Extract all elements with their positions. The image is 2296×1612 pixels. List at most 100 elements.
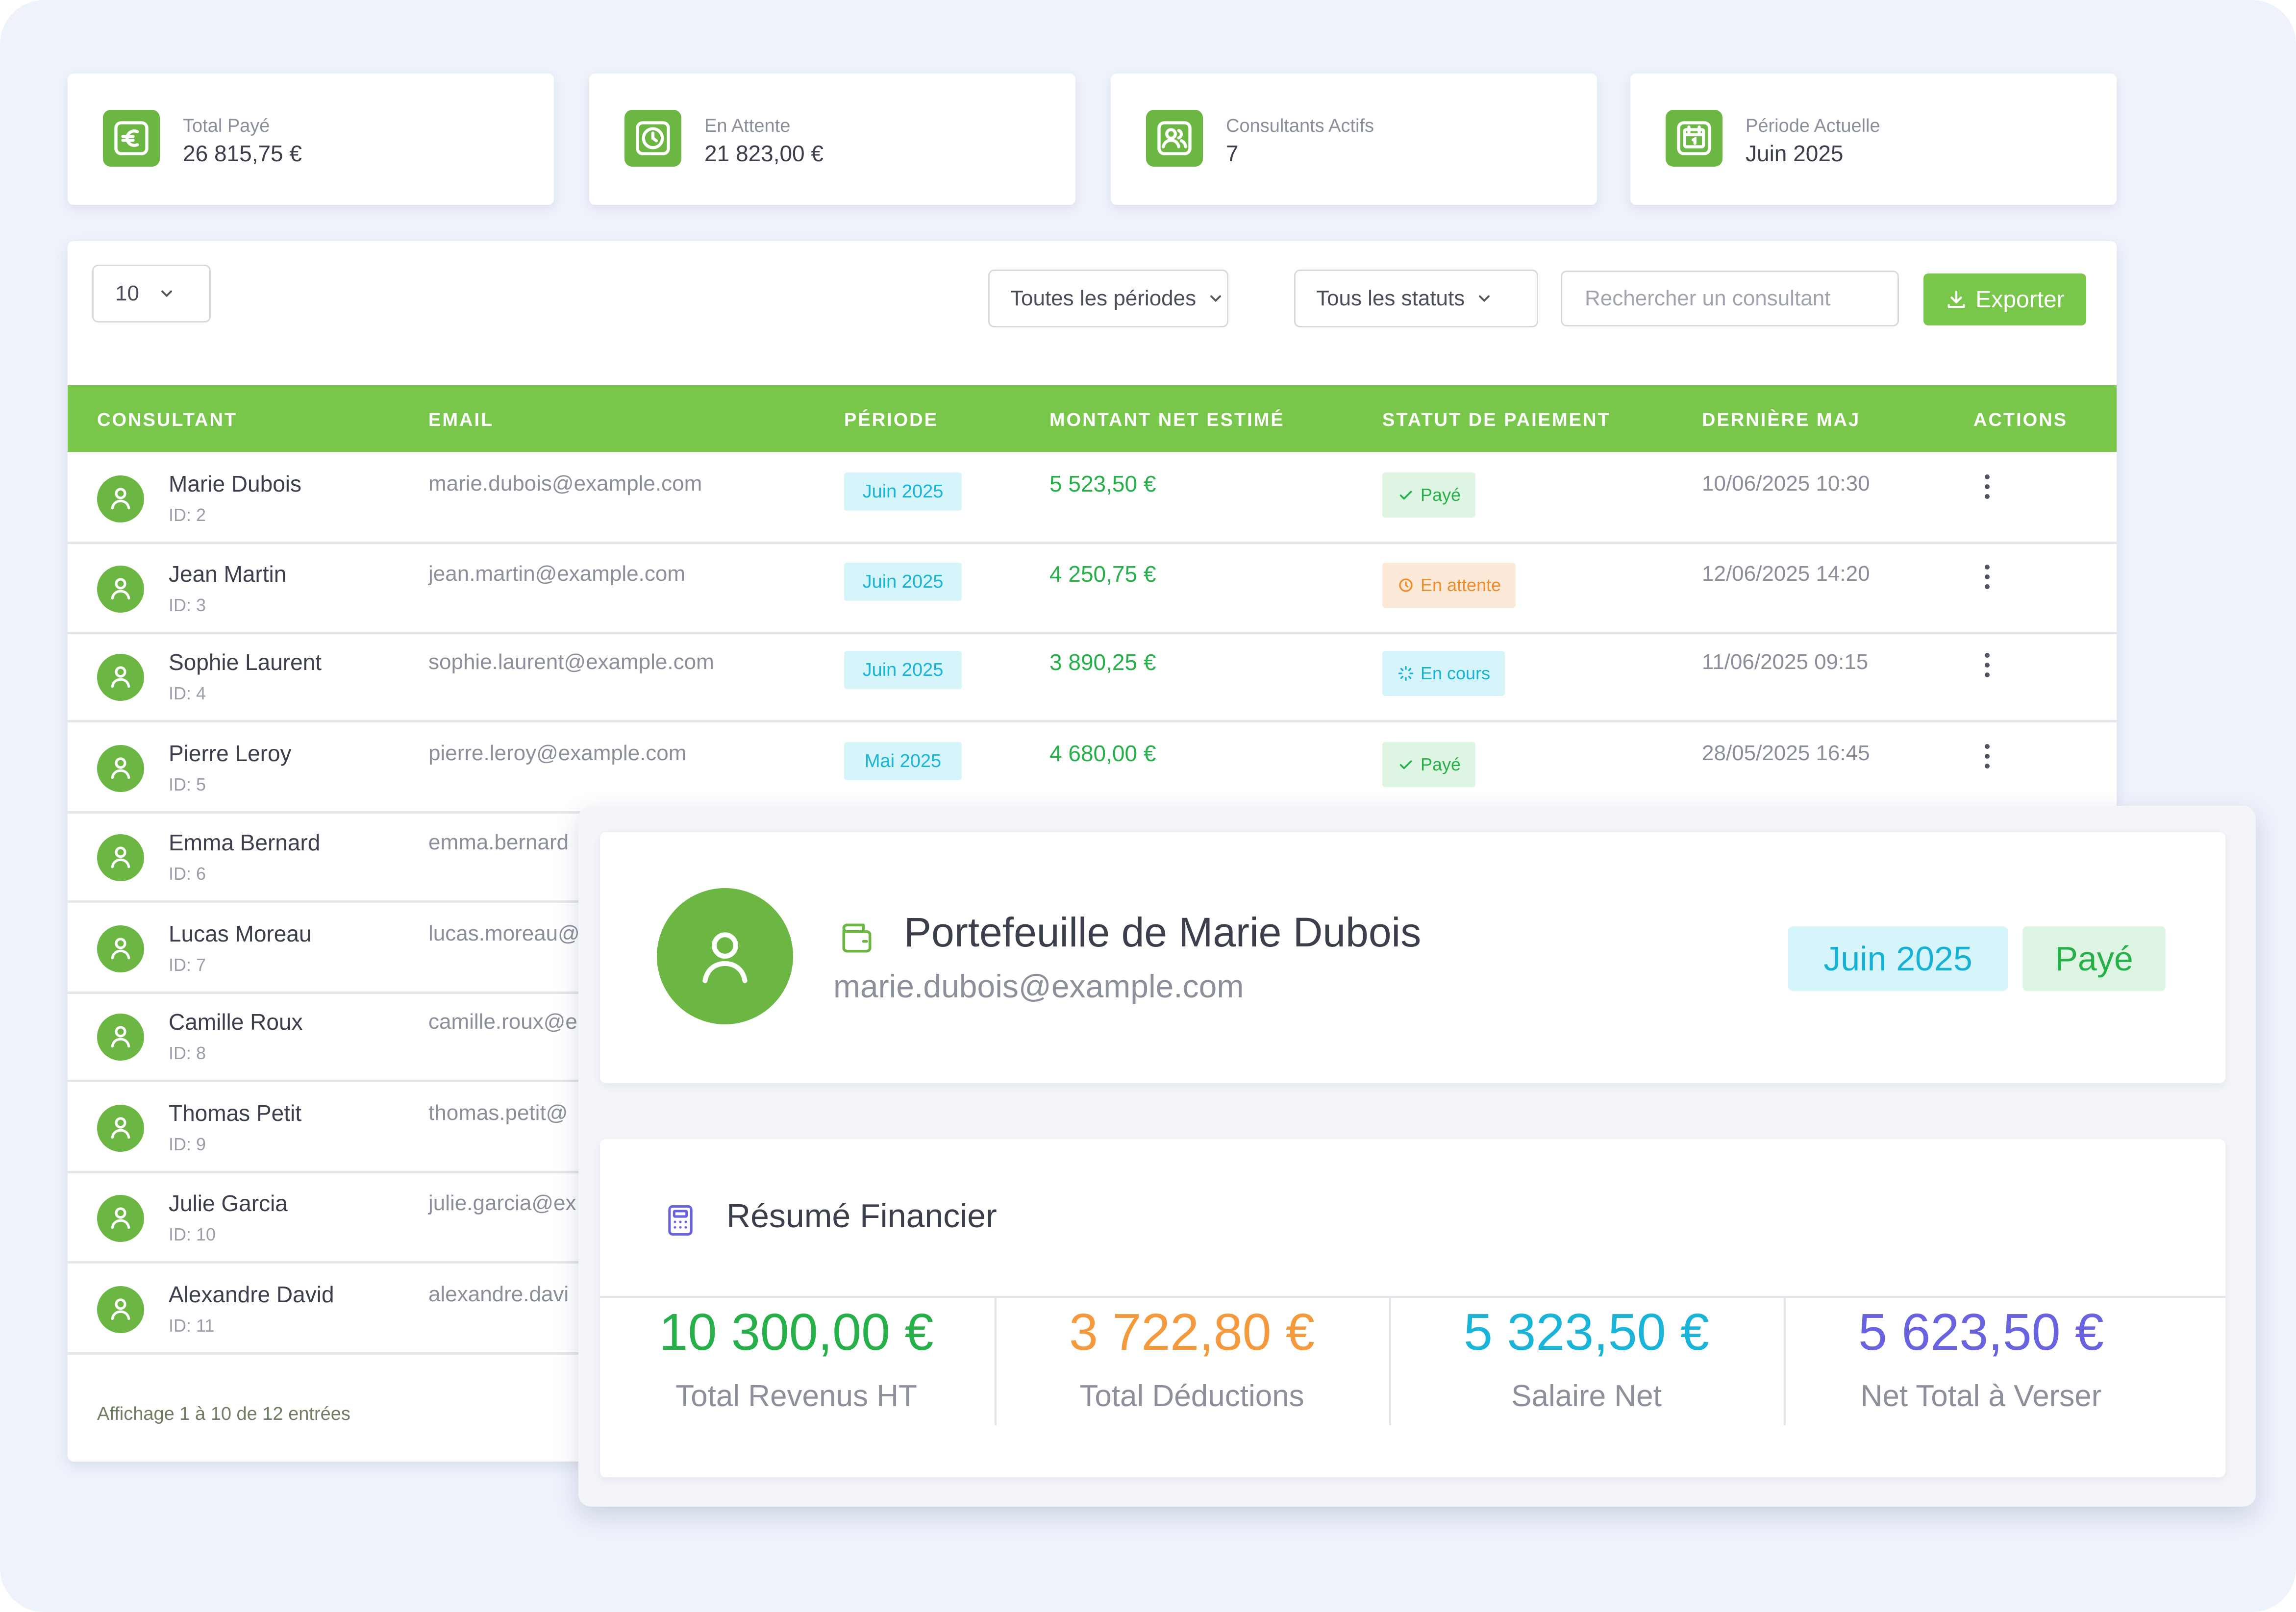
payment-status-label: En attente <box>1421 575 1501 595</box>
column-header-actions: ACTIONS <box>1973 410 2068 430</box>
table-header: CONSULTANT EMAIL PÉRIODE MONTANT NET EST… <box>68 385 2117 452</box>
wallet-icon <box>842 923 872 953</box>
stat-label: En Attente <box>704 116 791 136</box>
consultant-name: Emma Bernard <box>169 830 321 855</box>
download-icon <box>1947 291 1965 308</box>
consultant-name: Marie Dubois <box>169 471 301 496</box>
payment-status-label: Payé <box>1421 754 1461 774</box>
financial-summary-card: Résumé Financier 10 300,00 € Total Revenu… <box>600 1139 2225 1477</box>
period-badge: Juin 2025 <box>844 472 962 511</box>
table-row[interactable]: Sophie Laurent ID: 4 sophie.laurent@exampl… <box>68 632 2117 722</box>
chevron-down-icon <box>161 290 172 298</box>
status-filter-label: Tous les statuts <box>1316 286 1465 310</box>
more-actions-icon[interactable] <box>1977 739 1997 773</box>
summary-column: 5 623,50 € Net Total à Verser <box>1784 1298 2176 1425</box>
wallet-period-badge: Juin 2025 <box>1788 926 2008 991</box>
payment-status-label: Payé <box>1421 485 1461 505</box>
pagination-info: Affichage 1 à 10 de 12 entrées <box>97 1404 350 1424</box>
summary-label: Total Revenus HT <box>675 1379 917 1413</box>
payment-status-badge: Payé <box>1382 472 1476 518</box>
summary-value: 5 323,50 € <box>1463 1303 1709 1361</box>
last-update: 11/06/2025 09:15 <box>1702 650 1869 674</box>
user-icon <box>105 1021 136 1054</box>
consultant-email: thomas.petit@ <box>428 1101 568 1125</box>
column-header-period[interactable]: PÉRIODE <box>844 410 939 430</box>
avatar <box>97 1014 144 1061</box>
avatar <box>97 925 144 972</box>
table-row[interactable]: Jean Martin ID: 3 jean.martin@example.com J… <box>68 544 2117 634</box>
stat-card-current-period: Période Actuelle Juin 2025 <box>1630 74 2117 205</box>
stat-value: 21 823,00 € <box>704 141 824 166</box>
summary-divider <box>600 1296 2225 1298</box>
consultant-id: ID: 9 <box>169 1134 206 1154</box>
chevron-down-icon <box>1479 295 1490 302</box>
column-header-last-update[interactable]: DERNIÈRE MAJ <box>1702 410 1861 430</box>
payment-status-badge: En cours <box>1382 651 1505 696</box>
consultant-name: Julie Garcia <box>169 1190 288 1216</box>
avatar <box>97 1195 144 1242</box>
user-icon <box>105 661 136 694</box>
period-badge: Juin 2025 <box>844 563 962 601</box>
column-header-amount[interactable]: MONTANT NET ESTIMÉ <box>1049 410 1285 430</box>
user-icon <box>105 752 136 785</box>
consultant-id: ID: 2 <box>169 505 206 525</box>
consultant-id: ID: 7 <box>169 955 206 975</box>
search-consultant-input[interactable] <box>1561 271 1899 326</box>
consultant-email: sophie.laurent@example.com <box>428 650 714 674</box>
summary-title: Résumé Financier <box>726 1197 997 1235</box>
column-header-email[interactable]: EMAIL <box>428 410 494 430</box>
net-amount: 3 890,25 € <box>1049 649 1156 675</box>
consultant-email: camille.roux@e <box>428 1010 577 1034</box>
user-icon <box>105 1112 136 1145</box>
table-row[interactable]: Marie Dubois ID: 2 marie.dubois@example.co… <box>68 454 2117 544</box>
more-actions-icon[interactable] <box>1977 560 1997 594</box>
stat-card-pending: En Attente 21 823,00 € <box>589 74 1075 205</box>
more-actions-icon[interactable] <box>1977 648 1997 682</box>
last-update: 12/06/2025 14:20 <box>1702 562 1870 586</box>
export-button[interactable]: Exporter <box>1923 273 2086 325</box>
more-actions-icon[interactable] <box>1977 470 1997 504</box>
avatar <box>97 654 144 701</box>
user-icon <box>105 573 136 606</box>
stats-bar: Total Payé 26 815,75 € En Attente 21 823… <box>68 74 2117 205</box>
summary-column: 10 300,00 € Total Revenus HT <box>600 1298 993 1425</box>
clock-icon <box>1397 576 1415 594</box>
check-icon <box>1397 756 1415 773</box>
avatar <box>97 1286 144 1333</box>
user-icon <box>105 1202 136 1235</box>
period-filter-label: Toutes les périodes <box>1010 286 1197 310</box>
summary-column: 3 722,80 € Total Déductions <box>995 1298 1387 1425</box>
euro-icon <box>103 110 160 167</box>
consultant-email: julie.garcia@ex <box>428 1191 576 1215</box>
table-row[interactable]: Pierre Leroy ID: 5 pierre.leroy@example.co… <box>68 723 2117 814</box>
spinner-icon <box>1397 665 1415 682</box>
net-amount: 4 250,75 € <box>1049 561 1156 587</box>
net-amount: 5 523,50 € <box>1049 471 1156 496</box>
avatar <box>657 888 793 1024</box>
column-header-consultant[interactable]: CONSULTANT <box>97 410 238 430</box>
avatar <box>97 566 144 613</box>
chevron-down-icon <box>1210 295 1221 302</box>
consultant-name: Lucas Moreau <box>169 921 312 946</box>
avatar <box>97 745 144 792</box>
consultant-email: alexandre.davi <box>428 1282 569 1306</box>
status-filter-select[interactable]: Tous les statuts <box>1294 270 1538 327</box>
period-filter-select[interactable]: Toutes les périodes <box>988 270 1228 327</box>
consultant-email: pierre.leroy@example.com <box>428 741 687 765</box>
payment-status-badge: En attente <box>1382 563 1516 608</box>
column-header-payment-status[interactable]: STATUT DE PAIEMENT <box>1382 410 1611 430</box>
consultant-email: marie.dubois@example.com <box>428 471 702 496</box>
stat-label: Total Payé <box>183 116 270 136</box>
wallet-header-card: Portefeuille de Marie Dubois marie.duboi… <box>600 832 2225 1083</box>
consultant-id: ID: 10 <box>169 1224 216 1244</box>
page-size-select[interactable]: 10 <box>92 265 211 322</box>
consultant-id: ID: 11 <box>169 1315 215 1336</box>
wallet-status-badge: Payé <box>2022 926 2166 991</box>
stat-label: Période Actuelle <box>1746 116 1880 136</box>
payment-status-badge: Payé <box>1382 742 1476 787</box>
consultant-name: Thomas Petit <box>169 1100 301 1126</box>
consultant-email: lucas.moreau@ <box>428 921 580 945</box>
payment-status-label: En cours <box>1421 663 1491 683</box>
consultant-name: Alexandre David <box>169 1282 334 1307</box>
